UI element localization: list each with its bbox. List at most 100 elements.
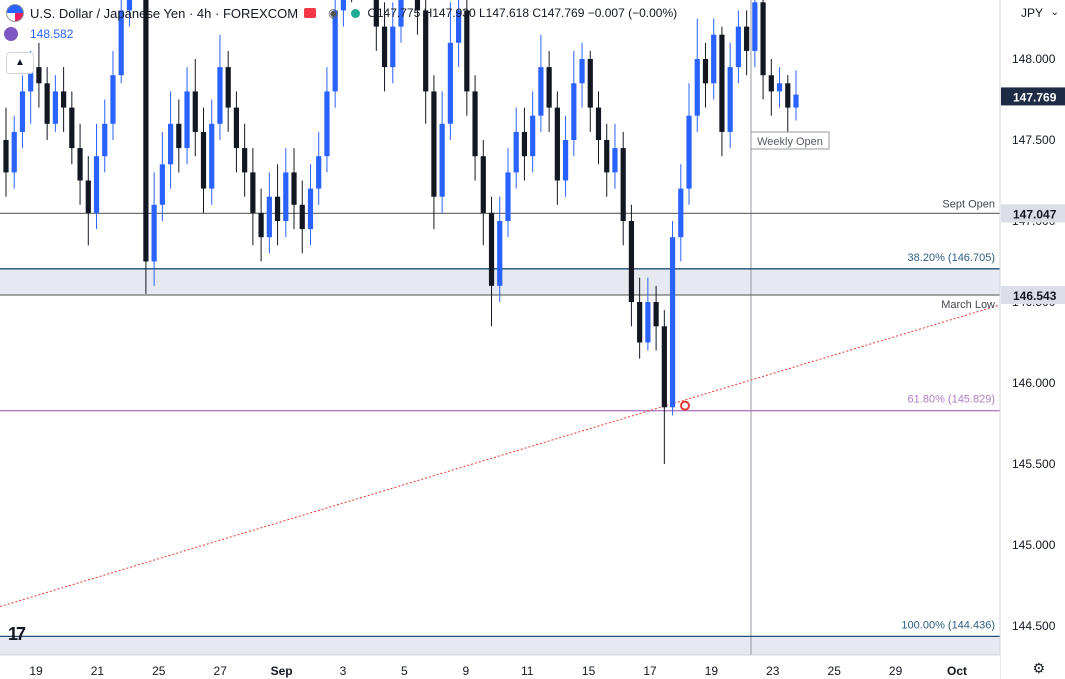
candle-body: [760, 2, 766, 76]
candle-body: [225, 67, 231, 108]
candle-body: [274, 196, 281, 221]
candle-body: [669, 237, 676, 408]
time-tick-label: 9: [462, 664, 469, 678]
candle: [612, 123, 618, 189]
price-tick-label: 148.000: [1012, 52, 1056, 66]
candle-body: [645, 302, 651, 343]
candle: [192, 59, 198, 157]
candle: [291, 148, 297, 230]
candle: [266, 172, 272, 254]
candle-body: [184, 91, 190, 149]
candle: [464, 0, 470, 116]
candle-body: [266, 196, 272, 238]
candle: [488, 196, 495, 327]
price-badge: 147.047: [1001, 204, 1065, 223]
candle-body: [192, 91, 198, 132]
candle-body: [538, 67, 544, 116]
candle: [571, 50, 577, 157]
candle: [44, 67, 50, 140]
candle: [93, 123, 100, 230]
candle: [340, 0, 346, 27]
candle: [513, 107, 519, 189]
candle-body: [250, 172, 256, 213]
candle-body: [464, 10, 470, 92]
candle: [521, 107, 528, 181]
candle-body: [637, 302, 643, 343]
tradingview-logo[interactable]: 17: [8, 624, 26, 644]
candle: [332, 0, 338, 108]
candle-body: [505, 172, 511, 221]
price-axis[interactable]: 144.500145.000145.500146.000146.500147.0…: [999, 0, 1065, 679]
candle: [562, 115, 569, 197]
candle-body: [554, 107, 560, 181]
candle: [85, 156, 91, 246]
candle-body: [744, 26, 750, 51]
trendlines: [0, 304, 1000, 608]
candle-body: [719, 34, 725, 132]
candle-body: [702, 59, 709, 84]
candle-body: [587, 59, 593, 108]
indicator-legend[interactable]: 148.582: [4, 27, 73, 41]
candle: [3, 107, 9, 197]
candle: [760, 0, 766, 100]
gear-icon[interactable]: ⚙: [1032, 660, 1045, 676]
currency-label: JPY: [1021, 6, 1044, 20]
weekly-open-label: Weekly Open: [757, 136, 823, 148]
candle: [373, 0, 379, 51]
candle-body: [595, 107, 602, 140]
candle-body: [480, 156, 486, 213]
currency-selector[interactable]: JPY ⌄: [1009, 0, 1065, 26]
candle-body: [447, 42, 453, 124]
candle-body: [258, 212, 264, 238]
candle: [686, 83, 692, 205]
candle-body: [118, 10, 124, 76]
candle: [669, 221, 676, 416]
candle: [307, 164, 314, 246]
time-tick-label: 29: [889, 664, 903, 678]
candle-body: [735, 26, 741, 68]
candle: [595, 91, 602, 165]
candle-body: [373, 0, 379, 27]
time-tick-label: 23: [766, 664, 780, 678]
candle: [423, 0, 429, 124]
candle-body: [686, 115, 692, 189]
candle-body: [242, 148, 248, 173]
time-tick-label: 19: [29, 664, 43, 678]
time-tick-label: 25: [828, 664, 842, 678]
candle-body: [768, 75, 774, 92]
price-badge-bg: [1001, 204, 1065, 223]
symbol-title[interactable]: U.S. Dollar / Japanese Yen · 4h · FOREXC…: [30, 5, 299, 21]
candle: [233, 91, 240, 173]
time-tick-label: 25: [152, 664, 166, 678]
time-tick-label: 17: [643, 664, 657, 678]
candle: [258, 188, 264, 262]
candle-body: [332, 10, 338, 92]
time-tick-label: 11: [521, 664, 534, 678]
price-badge: 147.769: [1001, 87, 1065, 106]
candle-body: [233, 107, 240, 149]
chevron-up-icon[interactable]: ▲: [6, 52, 34, 74]
candle-body: [530, 115, 536, 157]
eye-icon[interactable]: ◉: [328, 6, 339, 20]
candle-body: [93, 156, 100, 213]
candle: [785, 75, 791, 132]
candle: [159, 131, 165, 221]
candle-body: [628, 221, 635, 302]
candle-body: [77, 148, 83, 181]
candle: [299, 180, 305, 254]
flag-icon[interactable]: [304, 8, 317, 18]
candle: [587, 50, 593, 132]
candle-body: [143, 0, 149, 262]
candle: [505, 148, 511, 238]
chevron-down-icon: ⌄: [1050, 7, 1059, 18]
candle: [398, 0, 404, 43]
level-label: 38.20% (146.705): [908, 252, 995, 264]
time-axis[interactable]: 19 21 25 27 Sep 3 5 9 11 15 17 19 23 25 29 Oct: [0, 654, 1000, 679]
candle-body: [176, 123, 182, 149]
candle-body: [19, 91, 26, 132]
candle: [151, 172, 157, 286]
candle: [52, 75, 58, 132]
candle-body: [612, 148, 618, 173]
candle: [274, 164, 281, 246]
